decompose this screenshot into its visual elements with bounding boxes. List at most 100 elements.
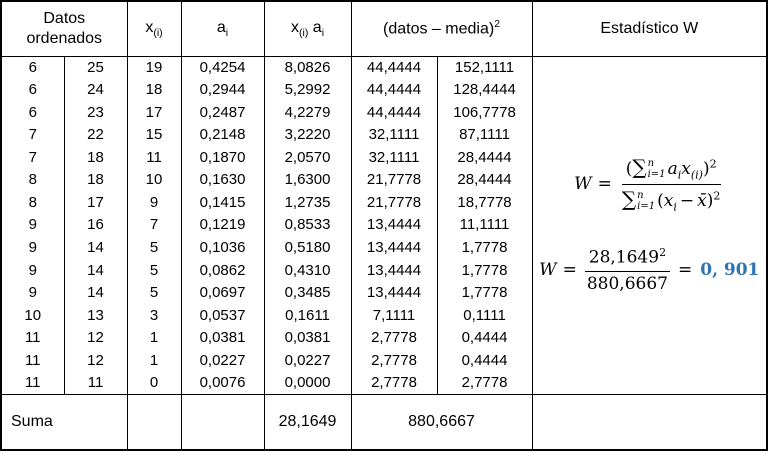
table-cell: 0,1611 (263, 303, 352, 327)
sum-symbol: ∑ (621, 186, 637, 211)
table-row: 11 12 1 0,0381 0,0381 2,7778 0,4444 (0, 326, 767, 349)
formula-lhs: W (539, 260, 557, 281)
table-row: 8 18 10 0,1630 1,6300 21,7778 28,4444 (0, 168, 767, 192)
table-row: 9 14 5 0,1036 0,5180 13,4444 1,7778 (0, 236, 767, 259)
table-cell: 5 (126, 236, 182, 259)
table-cell: 128,4444 (436, 78, 533, 102)
table-cell: 22 (63, 123, 128, 147)
fraction-numerator: (∑ n i=1 aix(i))2 (621, 155, 721, 185)
table-cell: 0,2944 (180, 78, 265, 102)
table-cell: 1 (126, 348, 182, 372)
formula-lhs: W (574, 173, 592, 194)
table-cell: 23 (63, 101, 128, 124)
table-cell: 8 (0, 168, 65, 192)
table-cell: 2,7778 (350, 371, 438, 394)
table-cell: 0 (126, 371, 182, 394)
table-cell: 11 (0, 326, 65, 349)
sum-limits: n i=1 (637, 190, 656, 213)
table-cell: 11,1111 (436, 213, 533, 237)
suma-empty-w (531, 393, 768, 451)
table-cell: 1,7778 (436, 258, 533, 282)
table-row: 8 17 9 0,1415 1,2735 21,7778 18,7778 (0, 191, 767, 214)
fraction-denominator: ∑ n i=1 (xi − x̄)2 (621, 186, 721, 214)
table-cell: 14 (63, 281, 128, 304)
table-cell: 0,2148 (180, 123, 265, 147)
table-cell: 21,7778 (350, 168, 438, 192)
table-cell: 24 (63, 78, 128, 102)
table-cell: 8,0826 (263, 56, 352, 79)
table-cell: 18 (63, 146, 128, 169)
formula-stack: W = (∑ n i=1 aix(i))2 ∑ n i=1 (xi − x̄)2 W = 28,… (533, 155, 766, 295)
table-cell: 2,7778 (350, 348, 438, 372)
table-row: 7 22 15 0,2148 3,2220 32,1111 87,1111 (0, 123, 767, 147)
suma-media-total: 880,6667 (350, 393, 533, 451)
table-row: 7 18 11 0,1870 2,0570 32,1111 28,4444 (0, 146, 767, 169)
sum-limits: n i=1 (647, 158, 666, 181)
table-cell: 2,7778 (436, 371, 533, 394)
table-cell: 9 (126, 191, 182, 214)
table-cell: 0,1111 (436, 303, 533, 327)
w-formula-numeric: W = 28,16492 880,6667 = 0, 901 (539, 246, 759, 295)
table-cell: 13,4444 (350, 258, 438, 282)
table-cell: 14 (63, 236, 128, 259)
table-cell: 28,4444 (436, 146, 533, 169)
table-cell: 2,0570 (263, 146, 352, 169)
table-cell: 5 (126, 281, 182, 304)
table-row: 9 14 5 0,0862 0,4310 13,4444 1,7778 (0, 258, 767, 282)
table-cell: 25 (63, 56, 128, 79)
table-cell: 28,4444 (436, 168, 533, 192)
table-cell: 1,6300 (263, 168, 352, 192)
header-datos-ordenados: Datos ordenados (0, 0, 128, 57)
table-cell: 0,1870 (180, 146, 265, 169)
suma-empty-xi (126, 393, 182, 451)
table-cell: 4,2279 (263, 101, 352, 124)
header-estadistico-w: Estadístico W (531, 0, 768, 57)
table-cell: 0,0381 (263, 326, 352, 349)
table-cell: 0,1036 (180, 236, 265, 259)
table-cell: 7 (0, 146, 65, 169)
table-cell: 18,7778 (436, 191, 533, 214)
table-cell: 16 (63, 213, 128, 237)
table-cell: 7 (126, 213, 182, 237)
table-cell: 0,0862 (180, 258, 265, 282)
table-cell: 1,7778 (436, 281, 533, 304)
table-cell: 1,7778 (436, 236, 533, 259)
table-cell: 0,4444 (436, 326, 533, 349)
header-x-i: x(i) (126, 0, 182, 57)
suma-xa-total: 28,1649 (263, 393, 352, 451)
equals-sign: = (677, 260, 693, 281)
table-cell: 6 (0, 78, 65, 102)
table-cell: 32,1111 (350, 123, 438, 147)
table-cell: 0,8533 (263, 213, 352, 237)
table-cell: 18 (63, 168, 128, 192)
table-cell: 13 (63, 303, 128, 327)
table-cell: 13,4444 (350, 281, 438, 304)
table-row: 10 13 3 0,0537 0,1611 7,1111 0,1111 (0, 303, 767, 327)
table-cell: 0,4310 (263, 258, 352, 282)
table-cell: 3 (126, 303, 182, 327)
table-cell: 2,7778 (350, 326, 438, 349)
table-row: 11 12 1 0,0227 0,0227 2,7778 0,4444 (0, 348, 767, 372)
table-cell: 7,1111 (350, 303, 438, 327)
fraction: (∑ n i=1 aix(i))2 ∑ n i=1 (xi − x̄)2 (618, 155, 724, 214)
fraction-denominator: 880,6667 (586, 273, 668, 294)
table-cell: 21,7778 (350, 191, 438, 214)
table-cell: 15 (126, 123, 182, 147)
equals-sign: = (562, 260, 577, 281)
table-cell: 5 (126, 258, 182, 282)
table-cell: 9 (0, 281, 65, 304)
table-cell: 19 (126, 56, 182, 79)
table-cell: 3,2220 (263, 123, 352, 147)
table-cell: 18 (126, 78, 182, 102)
suma-label: Suma (0, 393, 128, 451)
x-bar: x̄ (697, 190, 707, 211)
table-cell: 44,4444 (350, 78, 438, 102)
table-cell: 8 (0, 191, 65, 214)
header-a-i: ai (180, 0, 265, 57)
table-cell: 13,4444 (350, 236, 438, 259)
table-cell: 0,0227 (263, 348, 352, 372)
table-cell: 0,5180 (263, 236, 352, 259)
table-cell: 44,4444 (350, 101, 438, 124)
table-cell: 5,2992 (263, 78, 352, 102)
